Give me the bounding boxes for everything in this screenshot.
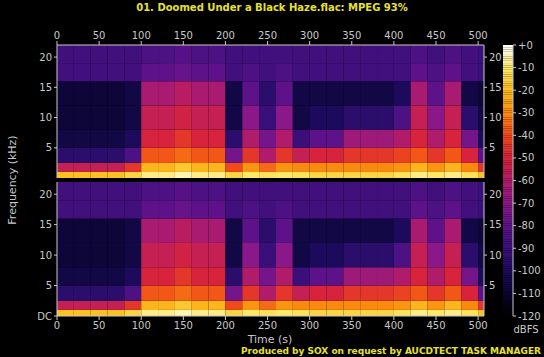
svg-text:-80: -80 [518, 220, 534, 231]
svg-text:01. Doomed Under a Black Haze.: 01. Doomed Under a Black Haze.flac: MPEG… [136, 2, 408, 13]
svg-text:20: 20 [489, 52, 502, 63]
svg-text:5: 5 [489, 142, 495, 153]
svg-text:450: 450 [426, 320, 445, 331]
svg-text:-10: -10 [518, 62, 534, 73]
svg-text:150: 150 [174, 320, 193, 331]
svg-text:400: 400 [384, 30, 403, 41]
svg-text:5: 5 [46, 280, 52, 291]
svg-text:15: 15 [39, 82, 52, 93]
svg-text:5: 5 [46, 142, 52, 153]
svg-text:200: 200 [216, 320, 235, 331]
svg-text:-40: -40 [518, 130, 534, 141]
svg-text:300: 300 [300, 30, 319, 41]
svg-text:500: 500 [469, 320, 488, 331]
svg-text:300: 300 [300, 320, 319, 331]
svg-text:-70: -70 [518, 198, 534, 209]
svg-text:-20: -20 [518, 85, 534, 96]
svg-text:50: 50 [93, 30, 106, 41]
svg-text:50: 50 [93, 320, 106, 331]
svg-text:250: 250 [258, 320, 277, 331]
svg-text:5: 5 [489, 280, 495, 291]
svg-text:450: 450 [426, 30, 445, 41]
svg-text:200: 200 [216, 30, 235, 41]
svg-text:-110: -110 [518, 288, 541, 299]
svg-text:10: 10 [489, 112, 502, 123]
svg-text:-120: -120 [518, 311, 541, 322]
svg-text:350: 350 [342, 30, 361, 41]
svg-text:10: 10 [39, 250, 52, 261]
svg-text:Time (s): Time (s) [247, 333, 293, 346]
svg-text:500: 500 [469, 30, 488, 41]
svg-text:-90: -90 [518, 243, 534, 254]
svg-text:20: 20 [39, 52, 52, 63]
svg-text:400: 400 [384, 320, 403, 331]
svg-text:DC: DC [37, 311, 52, 322]
svg-text:dBFS: dBFS [513, 324, 538, 335]
svg-text:10: 10 [489, 250, 502, 261]
svg-text:-60: -60 [518, 175, 534, 186]
svg-text:15: 15 [489, 82, 502, 93]
svg-text:10: 10 [39, 112, 52, 123]
svg-text:Frequency (kHz): Frequency (kHz) [6, 135, 19, 224]
svg-text:-30: -30 [518, 107, 534, 118]
svg-text:15: 15 [39, 219, 52, 230]
svg-text:+0: +0 [518, 40, 533, 51]
svg-text:100: 100 [132, 30, 151, 41]
svg-text:100: 100 [132, 320, 151, 331]
svg-text:15: 15 [489, 219, 502, 230]
svg-text:-100: -100 [518, 265, 541, 276]
svg-text:350: 350 [342, 320, 361, 331]
svg-text:20: 20 [489, 189, 502, 200]
svg-text:0: 0 [54, 320, 60, 331]
svg-text:Produced by SOX on request by: Produced by SOX on request by AUCDTECT T… [241, 346, 541, 356]
svg-text:-50: -50 [518, 152, 534, 163]
svg-text:250: 250 [258, 30, 277, 41]
svg-text:150: 150 [174, 30, 193, 41]
svg-text:0: 0 [54, 30, 60, 41]
svg-text:20: 20 [39, 189, 52, 200]
